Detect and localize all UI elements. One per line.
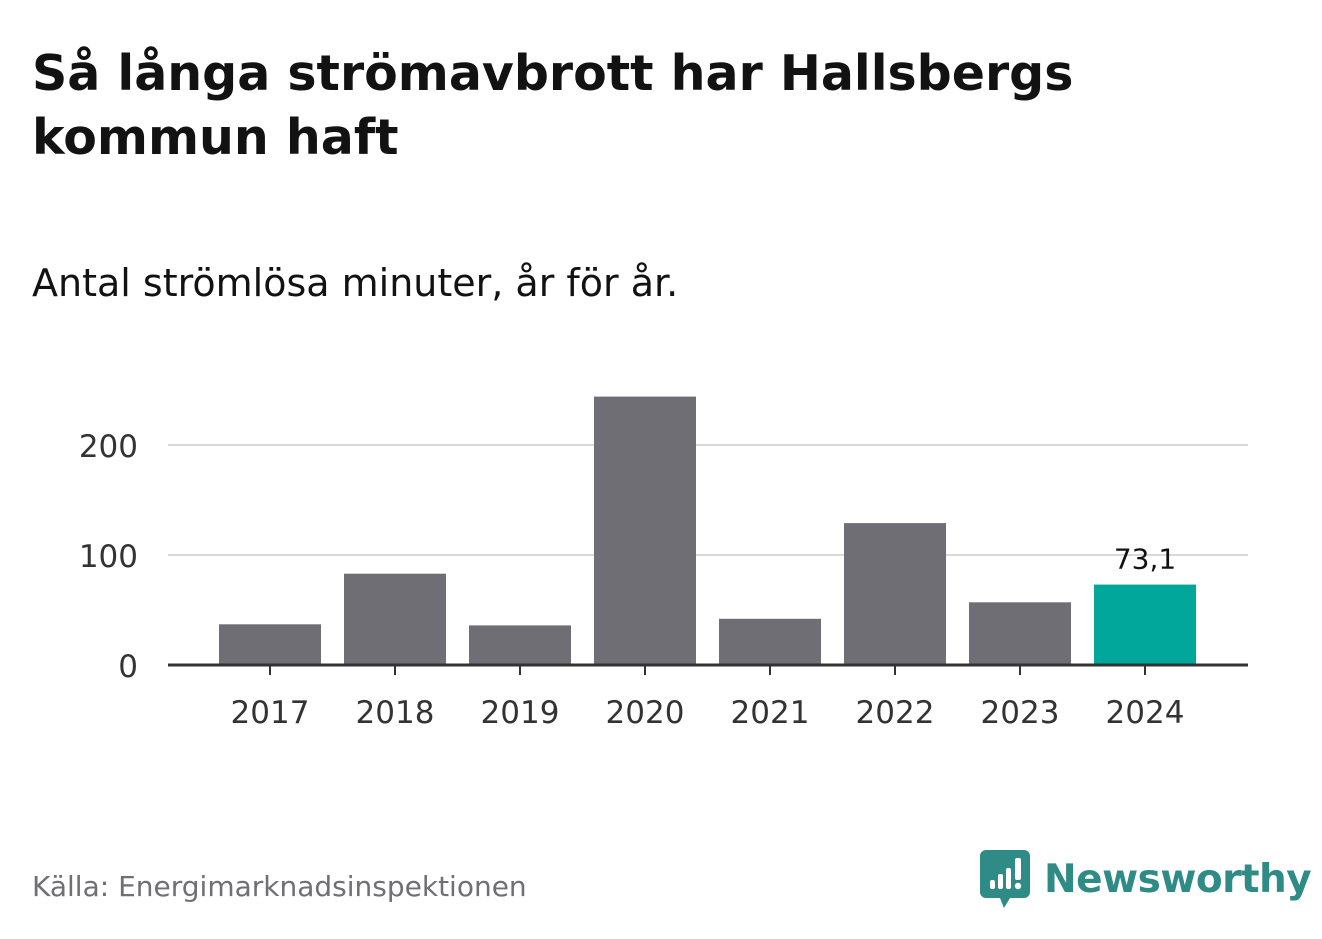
bar-chart: 73,1 0 100 200 2017 2018 2019 2020 2021 2022 2023… — [79, 396, 1248, 731]
bar — [594, 396, 696, 665]
x-tick-label: 2023 — [981, 695, 1060, 731]
bar — [969, 602, 1071, 665]
bars — [219, 396, 1196, 665]
newsworthy-logo-icon — [980, 850, 1030, 908]
data-labels: 73,1 — [1114, 543, 1176, 576]
y-tick-label: 0 — [118, 649, 138, 685]
x-tick-label: 2020 — [606, 695, 685, 731]
x-tick-label: 2022 — [856, 695, 935, 731]
bar — [469, 625, 571, 665]
brand-logo: Newsworthy — [980, 850, 1312, 908]
x-tick-label: 2024 — [1106, 695, 1185, 731]
y-tick-label: 200 — [79, 429, 138, 465]
x-tick-label: 2019 — [481, 695, 560, 731]
chart-subtitle: Antal strömlösa minuter, år för år. — [32, 261, 679, 305]
axes: 0 100 200 2017 2018 2019 2020 2021 2022 2023 2024 — [79, 429, 1248, 731]
bar — [344, 573, 446, 665]
bar — [1094, 584, 1196, 665]
chart-title: Så långa strömavbrott har Hallsbergs kom… — [32, 45, 1074, 166]
x-tick-label: 2021 — [731, 695, 810, 731]
brand-name: Newsworthy — [1044, 856, 1312, 902]
grid-lines — [168, 444, 1248, 556]
source-note: Källa: Energimarknadsinspektionen — [32, 870, 527, 903]
data-label: 73,1 — [1114, 543, 1176, 576]
x-tick-label: 2017 — [231, 695, 310, 731]
bar — [844, 523, 946, 665]
y-tick-label: 100 — [79, 539, 138, 575]
x-tick-label: 2018 — [356, 695, 435, 731]
bar — [219, 624, 321, 665]
bar — [719, 618, 821, 665]
